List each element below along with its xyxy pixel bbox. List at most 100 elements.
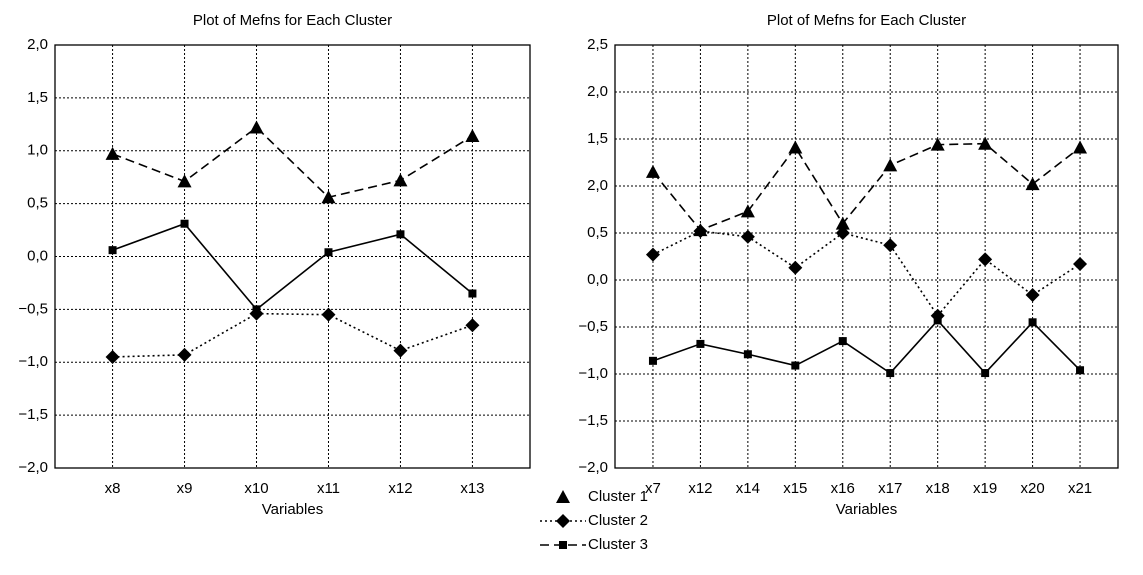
marker-triangle [1025,177,1040,191]
x-tick-label: x12 [688,480,712,497]
marker-square [1076,366,1085,375]
marker-diamond [105,349,120,364]
x-tick-label: x19 [973,480,997,497]
y-tick-label: 0,0 [587,271,608,288]
x-axis-label: Variables [836,501,897,518]
x-tick-label: x7 [645,480,661,497]
marker-square [108,246,117,255]
marker-square [838,337,847,346]
marker-triangle [105,146,120,160]
marker-triangle [930,137,945,151]
series-line [652,319,1081,375]
marker-triangle [1073,140,1088,154]
x-tick-label: x15 [783,480,807,497]
y-tick-label: −1,0 [18,353,48,370]
x-tick-label: x17 [878,480,902,497]
marker-diamond [835,226,850,240]
series-line [652,142,1081,232]
y-tick-label: 2,0 [587,177,608,194]
marker-square [886,369,895,378]
y-tick-label: 2,5 [587,36,608,53]
x-tick-label: x9 [177,480,193,497]
y-tick-label: −2,0 [578,459,608,476]
x-tick-label: x13 [460,480,484,497]
y-tick-label: −1,0 [578,365,608,382]
y-tick-label: −0,5 [578,318,608,335]
y-tick-label: 0,5 [587,224,608,241]
marker-square [743,350,752,359]
marker-triangle [835,216,850,230]
marker-triangle [645,164,660,178]
plot-frame [614,44,1119,469]
marker-triangle [465,128,480,142]
marker-square [981,369,990,378]
y-tick-label: 1,5 [27,89,48,106]
series-line [112,126,473,199]
marker-diamond [645,247,660,262]
x-tick-label: x18 [926,480,950,497]
x-tick-label: x12 [388,480,412,497]
marker-diamond [556,514,570,528]
marker-diamond [465,318,480,333]
x-tick-label: x16 [831,480,855,497]
legend-label: Cluster 3 [588,536,648,553]
marker-triangle [177,174,192,188]
marker-square [696,339,705,348]
marker-diamond [883,238,898,253]
marker-square [648,356,657,365]
chart-title: Plot of Mefns for Each Cluster [767,12,966,29]
marker-triangle [321,190,336,204]
marker-diamond [693,224,708,239]
series-line [112,222,473,311]
series-line [112,312,473,358]
marker-square [324,248,333,257]
marker-square [559,541,567,549]
marker-triangle [883,158,898,172]
marker-square [180,219,189,228]
x-axis-label: Variables [262,501,323,518]
marker-triangle [740,204,755,218]
marker-square [933,316,942,325]
x-tick-label: x8 [105,480,121,497]
legend-label: Cluster 1 [588,488,648,505]
y-tick-label: 1,0 [27,142,48,159]
marker-triangle [788,140,803,154]
chart-title: Plot of Mefns for Each Cluster [193,12,392,29]
y-tick-label: 2,0 [587,83,608,100]
y-tick-label: −2,0 [18,459,48,476]
marker-square [396,230,405,239]
x-tick-label: x11 [317,480,340,497]
marker-diamond [740,229,755,244]
marker-diamond [321,307,336,322]
y-tick-label: −0,5 [18,300,48,317]
marker-triangle [393,173,408,187]
plot-frame [54,44,531,469]
y-tick-label: 2,0 [27,36,48,53]
legend-label: Cluster 2 [588,512,648,529]
marker-square [1028,318,1037,327]
y-tick-label: 0,5 [27,195,48,212]
series-line [652,230,1081,318]
marker-diamond [978,252,993,267]
x-tick-label: x21 [1068,480,1092,497]
marker-triangle [556,490,570,503]
marker-diamond [393,343,408,358]
y-tick-label: −1,5 [18,406,48,423]
x-tick-label: x14 [736,480,760,497]
marker-square [252,305,261,314]
x-tick-label: x20 [1020,480,1044,497]
marker-triangle [978,136,993,150]
marker-diamond [177,347,192,362]
marker-square [791,361,800,370]
y-tick-label: 0,0 [27,247,48,264]
marker-diamond [788,260,803,275]
x-tick-label: x10 [244,480,268,497]
y-tick-label: 1,5 [587,130,608,147]
marker-diamond [1025,288,1040,303]
marker-square [468,289,477,298]
marker-diamond [1073,257,1088,272]
y-tick-label: −1,5 [578,412,608,429]
marker-triangle [249,120,264,134]
